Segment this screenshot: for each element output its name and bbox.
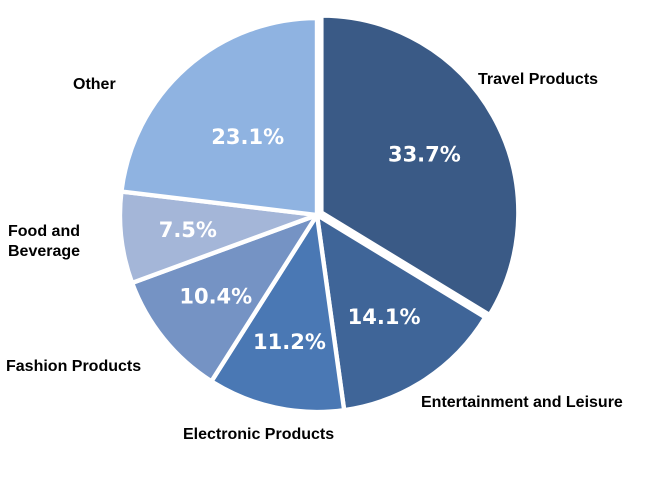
slice-value-label-electronic-products: 11.2%	[253, 330, 326, 354]
pie-slice-fashion-products	[129, 210, 323, 385]
category-label-fashion-products: Fashion Products	[6, 358, 141, 375]
slice-value-label-fashion-products: 10.4%	[179, 285, 252, 309]
pie-slice-travel-products	[319, 13, 521, 318]
pie-slice-other	[118, 15, 320, 218]
slice-value-label-other: 23.1%	[211, 125, 284, 149]
category-label-entertainment-and-leisure: Entertainment and Leisure	[421, 394, 623, 411]
slice-value-label-food-and-beverage: 7.5%	[159, 218, 217, 242]
pie-slice-electronic-products	[208, 208, 347, 415]
category-label-electronic-products: Electronic Products	[183, 426, 334, 443]
category-label-other: Other	[73, 76, 116, 93]
slice-value-label-travel-products: 33.7%	[388, 143, 461, 167]
pie-slice-entertainment-and-leisure	[314, 210, 489, 413]
slice-value-label-entertainment-and-leisure: 14.1%	[348, 305, 421, 329]
category-label-travel-products: Travel Products	[478, 71, 598, 88]
category-label-food-and-beverage: Food and Beverage	[8, 223, 80, 260]
